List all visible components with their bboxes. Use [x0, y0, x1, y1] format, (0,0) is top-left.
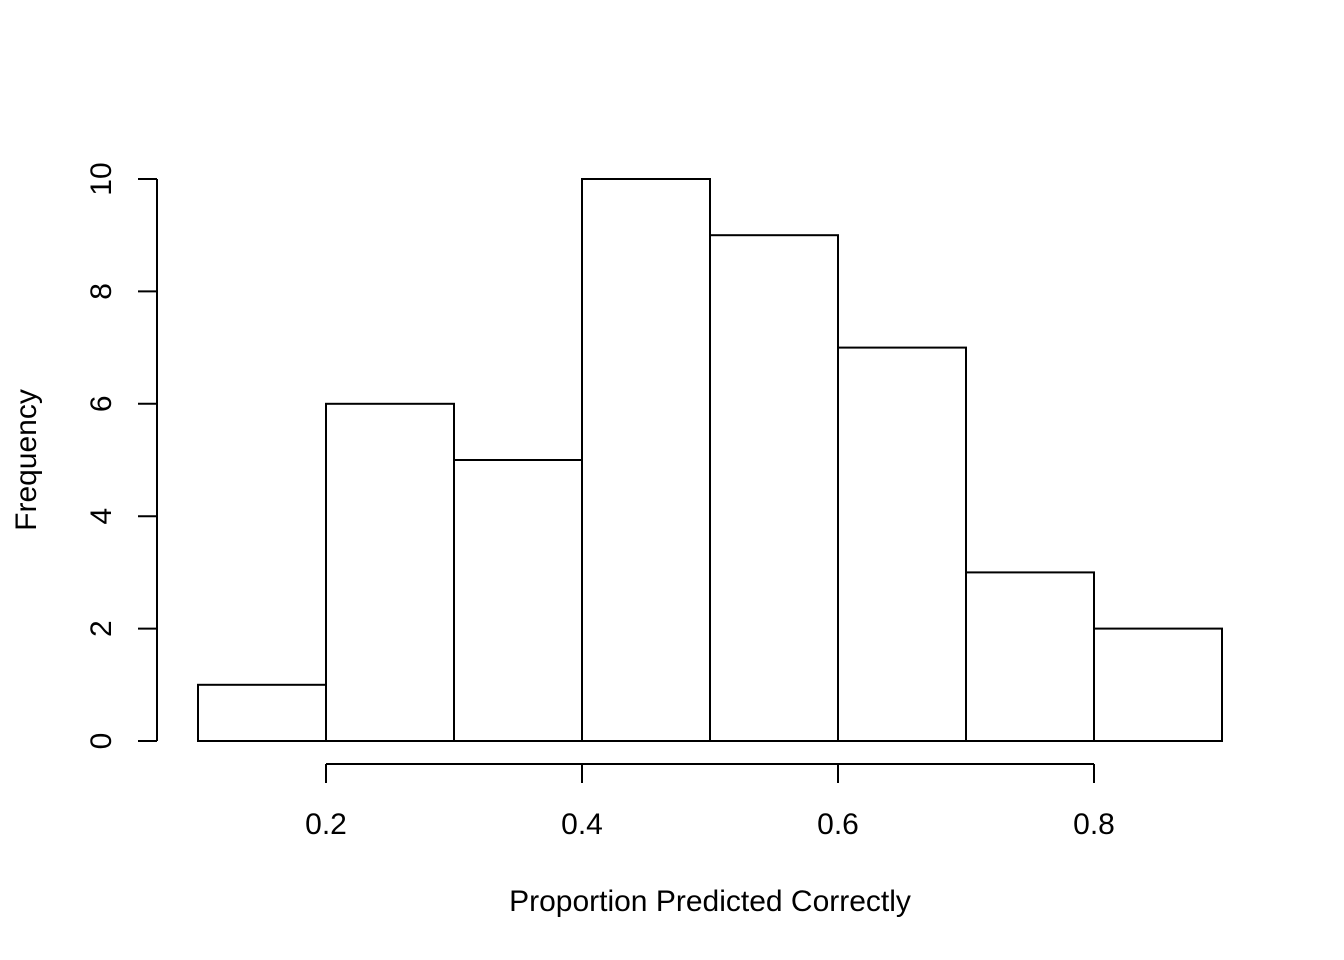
x-tick-label: 0.2: [305, 808, 347, 841]
y-tick-label: 8: [85, 283, 118, 300]
y-tick-label: 0: [85, 733, 118, 750]
y-axis-label: Frequency: [10, 389, 43, 531]
histogram-bar: [325, 402, 455, 742]
x-tick-label: 0.4: [561, 808, 603, 841]
histogram-bar: [197, 683, 327, 742]
histogram-bar: [837, 346, 967, 742]
histogram-bar: [453, 459, 583, 742]
y-axis: 0 2 4 6 8 10: [85, 162, 158, 750]
x-tick-label: 0.6: [817, 808, 859, 841]
y-tick-label: 4: [85, 508, 118, 525]
histogram-bar: [965, 571, 1095, 743]
x-axis: 0.2 0.4 0.6 0.8: [305, 763, 1115, 841]
x-axis-label: Proportion Predicted Correctly: [509, 885, 911, 918]
y-tick-label: 6: [85, 395, 118, 412]
histogram-bar: [581, 178, 711, 742]
histogram-bars: [197, 178, 1223, 743]
y-tick-label: 10: [85, 162, 118, 195]
histogram-bar: [709, 234, 839, 742]
y-tick-label: 2: [85, 620, 118, 637]
histogram-bar: [1093, 627, 1223, 742]
x-tick-label: 0.8: [1073, 808, 1115, 841]
